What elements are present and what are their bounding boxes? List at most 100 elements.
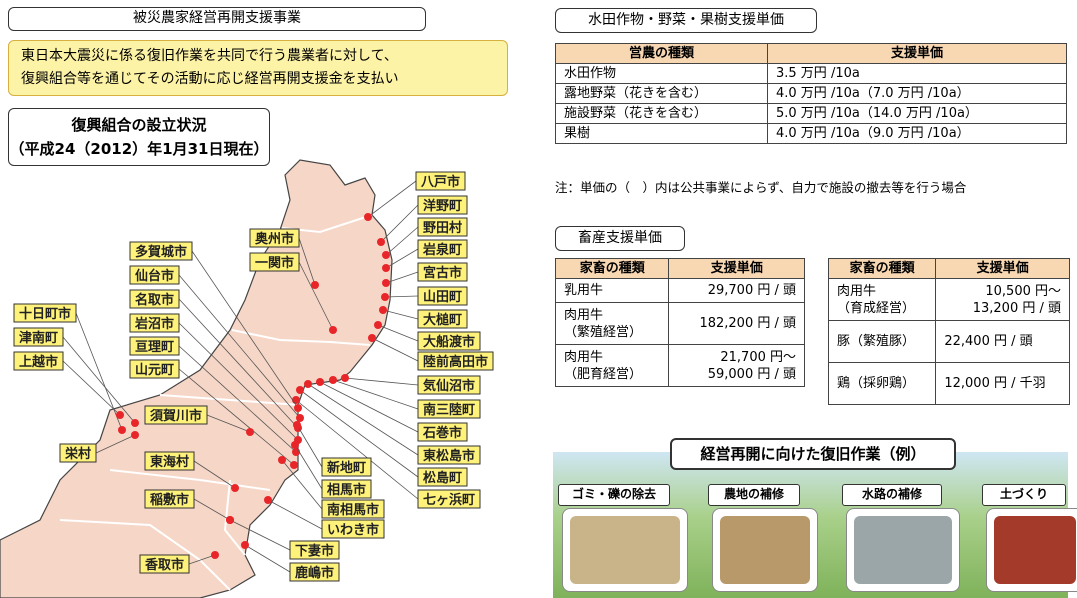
label-box	[13, 327, 64, 347]
livestock-title: 畜産支援単価	[555, 226, 685, 251]
map-label: 奥州市	[255, 231, 294, 247]
table-cell: 施設野菜（花きを含む）	[555, 103, 768, 124]
leader-line	[267, 499, 323, 530]
map-label: 八戸市	[420, 174, 460, 190]
map-label: 稲敷市	[150, 492, 189, 508]
label-box	[417, 467, 468, 487]
leader-line	[178, 322, 299, 441]
map-label: 南相馬市	[327, 502, 379, 518]
map-label: 亘理町	[135, 340, 174, 355]
location-dot	[341, 374, 349, 382]
border-line	[159, 394, 301, 406]
table-cell: 4.0 万円 /10a（7.0 万円 /10a）	[767, 83, 1067, 104]
table-cell: 肉用牛 （肥育経営）	[554, 344, 670, 387]
summary-line: 東日本大震災に係る復旧作業を共同で行う農業者に対して、	[21, 48, 398, 64]
label-box	[59, 443, 97, 463]
map-label: 東松島市	[423, 448, 475, 464]
map-label: 岩沼市	[134, 316, 174, 332]
table-row: 肉用牛 （肥育経営） 21,700 円〜 59,000 円 / 頭	[554, 344, 805, 387]
label-box	[144, 451, 195, 471]
illustration	[720, 516, 810, 584]
leader-line	[193, 460, 236, 489]
location-dot	[131, 419, 139, 427]
map-label: 多賀城市	[135, 244, 187, 260]
step-label: ゴミ・礫の除去	[558, 484, 670, 506]
leader-line	[178, 368, 295, 466]
location-dot	[381, 293, 389, 301]
label-box	[289, 540, 340, 560]
leader-line	[298, 261, 334, 331]
header-title: 被災農家経営再開支援事業	[8, 7, 426, 31]
cell-line: 12,000 円 / 千羽	[944, 376, 1046, 391]
illustration	[854, 516, 952, 584]
cell-line: 肉用牛	[564, 349, 604, 365]
label-box	[321, 499, 385, 519]
leader-line	[385, 271, 419, 284]
label-box	[321, 457, 372, 477]
location-dot	[211, 551, 219, 559]
label-box	[417, 217, 468, 237]
leader-line	[191, 250, 299, 409]
table-cell: 10,500 円〜 13,200 円 / 頭	[935, 278, 1070, 321]
table-cell: 3.5 万円 /10a	[767, 63, 1067, 84]
summary-box: 東日本大震災に係る復旧作業を共同で行う農業者に対して、 復興組合等を通じてその活…	[8, 40, 508, 96]
illustration	[570, 516, 680, 584]
location-dot	[379, 306, 387, 314]
location-dot	[246, 428, 254, 436]
table-cell: 肉用牛 （繁殖経営）	[554, 302, 670, 345]
header-row: 家畜の種類 支援単価	[827, 258, 1070, 279]
leader-line	[384, 295, 419, 298]
label-box	[417, 489, 481, 509]
location-dot	[292, 448, 300, 456]
map-label: 下妻市	[295, 543, 334, 559]
leader-line	[206, 414, 251, 433]
column-header: 支援単価	[668, 258, 805, 279]
map-label: 上越市	[19, 354, 58, 370]
leader-line	[229, 519, 291, 551]
leader-line	[319, 381, 419, 433]
label-box	[129, 265, 180, 285]
map-label: いわき市	[327, 522, 379, 538]
map-label: 仙台市	[135, 268, 174, 284]
location-dot	[377, 238, 385, 246]
label-box	[129, 313, 180, 333]
map-label: 陸前高田市	[423, 354, 488, 370]
table-cell: 豚（繁殖豚）	[827, 320, 937, 363]
label-box	[417, 351, 494, 371]
location-dot	[382, 279, 390, 287]
label-box	[417, 445, 481, 465]
column-header: 営農の種類	[555, 43, 768, 64]
map-label: 気仙沼市	[423, 378, 475, 394]
table-row: 水田作物 3.5 万円 /10a	[555, 63, 1067, 84]
table-row: 露地野菜（花きを含む） 4.0 万円 /10a（7.0 万円 /10a）	[555, 83, 1067, 104]
location-dot	[382, 251, 390, 259]
map: 八戸市洋野町野田村岩泉町宮古市山田町大槌町大船渡市陸前高田市気仙沼市南三陸町石巻…	[0, 159, 494, 598]
label-box	[417, 375, 481, 395]
recovery-title: 経営再開に向けた復旧作業（例）	[670, 438, 956, 470]
location-dot	[264, 496, 272, 504]
location-dot	[118, 426, 126, 434]
map-label: 野田村	[423, 220, 462, 236]
cell-line: 182,200 円 / 頭	[699, 316, 796, 331]
map-label: 新地町	[327, 460, 366, 476]
location-dot	[290, 461, 298, 469]
leader-line	[294, 444, 323, 490]
map-label: 大槌町	[423, 312, 462, 328]
label-box	[417, 422, 468, 442]
label-box	[417, 286, 468, 306]
label-box	[13, 351, 64, 371]
step-label: 水路の補修	[842, 484, 942, 506]
leader-line	[188, 554, 216, 565]
cell-line: 鶏（採卵鶏）	[837, 376, 916, 391]
leader-line	[62, 336, 136, 424]
location-dot	[131, 431, 139, 439]
cell-line: 肉用牛	[564, 307, 604, 323]
location-dot	[241, 541, 249, 549]
livestock-table: 家畜の種類 支援単価 乳用牛 29,700 円 / 頭肉用牛 （繁殖経営） 182,200…	[554, 258, 805, 387]
leader-line	[385, 248, 419, 269]
map-label: 十日町市	[19, 306, 71, 322]
border-line	[223, 479, 246, 556]
table-cell: 4.0 万円 /10a（9.0 万円 /10a）	[767, 123, 1067, 144]
label-box	[139, 554, 190, 574]
